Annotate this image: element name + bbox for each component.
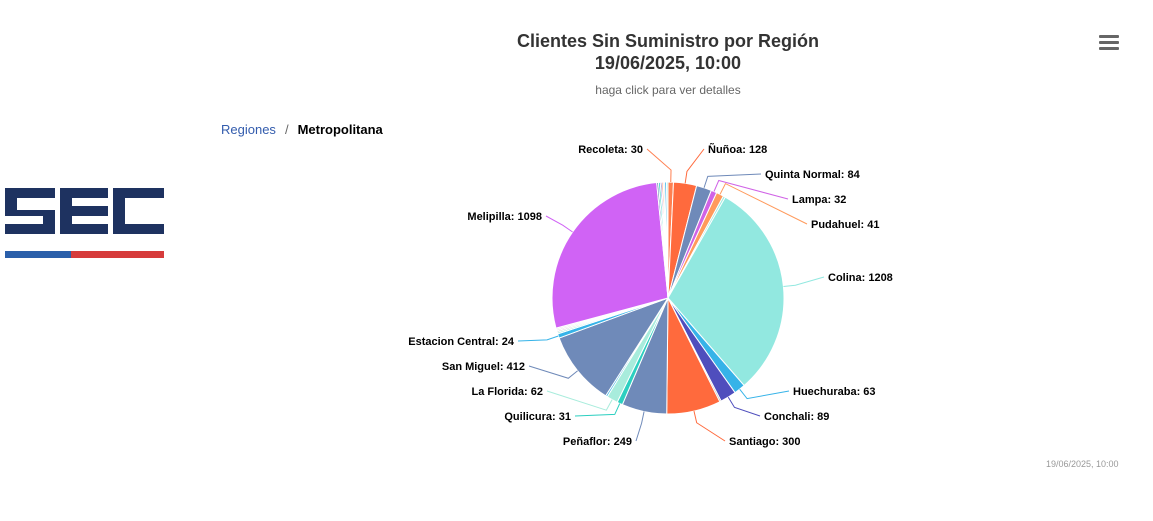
pie-slices: [551, 181, 785, 415]
connector-pudahuel: [719, 182, 808, 225]
data-label-quinta-normal: Quinta Normal: 84: [765, 169, 861, 181]
chart-title: Clientes Sin Suministro por Región 19/06…: [368, 30, 968, 74]
connector-colina: [783, 276, 825, 287]
connector-recoleta: [646, 148, 672, 183]
sec-logo: [5, 188, 164, 258]
connector-la-florida: [546, 390, 613, 411]
data-label-san-miguel: San Miguel: 412: [442, 361, 525, 373]
data-label-conchali: Conchali: 89: [764, 411, 829, 423]
data-label-huechuraba: Huechuraba: 63: [793, 386, 876, 398]
data-label-quilicura: Quilicura: 31: [504, 411, 571, 423]
connector-nunoa: [684, 148, 705, 184]
breadcrumb-link-regiones[interactable]: Regiones: [221, 122, 276, 137]
pie-slice-san-miguel[interactable]: [558, 297, 670, 397]
data-labels: Recoleta: 30 Ñuñoa: 128 Quinta Normal: 84 L…: [408, 143, 893, 448]
chart-title-line-1: Clientes Sin Suministro por Región: [516, 31, 820, 51]
breadcrumb-current: Metropolitana: [297, 122, 383, 137]
chart-title-line-2: 19/06/2025, 10:00: [594, 53, 742, 73]
hamburger-menu-icon[interactable]: [1099, 35, 1119, 51]
data-label-estacion-central: Estacion Central: 24: [408, 336, 515, 348]
chart-credit: 19/06/2025, 10:00: [1046, 459, 1119, 469]
connector-santiago: [693, 410, 726, 442]
data-label-colina: Colina: 1208: [828, 272, 893, 284]
connector-san-miguel: [528, 365, 578, 379]
connector-quilicura: [574, 403, 621, 417]
data-label-santiago: Santiago: 300: [729, 436, 801, 448]
label-connectors: [517, 148, 825, 442]
data-label-la-florida: La Florida: 62: [471, 386, 543, 398]
connector-lampa: [713, 179, 789, 200]
connector-huechuraba: [739, 388, 790, 400]
data-label-recoleta: Recoleta: 30: [578, 144, 643, 156]
data-label-penaflor: Peñaflor: 249: [563, 436, 632, 448]
breadcrumb: Regiones / Metropolitana: [221, 122, 383, 137]
data-label-pudahuel: Pudahuel: 41: [811, 219, 879, 231]
chart-subtitle: haga click para ver detalles: [595, 83, 741, 97]
data-label-nunoa: Ñuñoa: 128: [708, 143, 767, 156]
data-label-melipilla: Melipilla: 1098: [467, 211, 542, 223]
pie-slice-minor-28[interactable]: [666, 181, 669, 299]
connector-quinta-normal: [703, 173, 762, 188]
connector-conchali: [727, 396, 761, 417]
connector-estacion-central: [517, 335, 559, 342]
connector-melipilla: [545, 215, 573, 233]
connector-penaflor: [635, 411, 645, 442]
data-label-lampa: Lampa: 32: [792, 194, 846, 206]
breadcrumb-separator: /: [284, 122, 289, 137]
pie-slice-melipilla[interactable]: [551, 182, 669, 329]
pie-slice-colina[interactable]: [667, 196, 785, 387]
